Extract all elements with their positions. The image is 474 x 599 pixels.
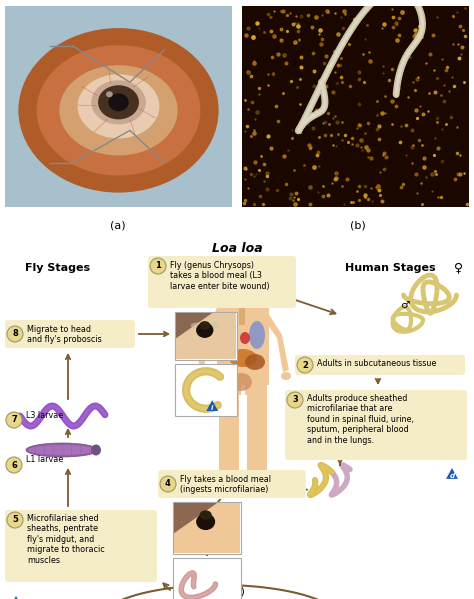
Ellipse shape: [249, 321, 265, 349]
Ellipse shape: [229, 349, 257, 367]
Ellipse shape: [207, 322, 219, 328]
Bar: [239, 295, 245, 325]
Ellipse shape: [191, 322, 203, 328]
Ellipse shape: [245, 354, 265, 370]
Ellipse shape: [281, 372, 291, 380]
Bar: [176, 313, 236, 359]
Circle shape: [297, 357, 313, 373]
Text: (b): (b): [350, 221, 366, 231]
Bar: [175, 312, 237, 360]
Text: Human Stages: Human Stages: [345, 263, 435, 273]
Ellipse shape: [18, 28, 219, 193]
Ellipse shape: [28, 445, 96, 455]
Polygon shape: [446, 468, 458, 479]
Bar: [217, 305, 269, 385]
Circle shape: [150, 258, 166, 274]
Text: 6: 6: [11, 461, 17, 470]
Text: 1: 1: [155, 262, 161, 271]
Ellipse shape: [199, 321, 210, 330]
Text: 2: 2: [302, 361, 308, 370]
Ellipse shape: [200, 510, 212, 520]
Bar: [173, 558, 241, 599]
Ellipse shape: [220, 481, 240, 489]
Polygon shape: [206, 400, 218, 411]
Ellipse shape: [36, 45, 201, 176]
Text: 4: 4: [165, 480, 171, 489]
Text: 7: 7: [11, 416, 17, 425]
Text: Adults produce sheathed
microfilariae that are
found in spinal fluid, urine,
spu: Adults produce sheathed microfilariae th…: [307, 394, 414, 444]
Ellipse shape: [108, 93, 129, 111]
Text: i: i: [211, 405, 213, 411]
Circle shape: [287, 392, 303, 408]
Bar: [173, 502, 241, 554]
Bar: [174, 503, 240, 553]
Ellipse shape: [213, 298, 273, 312]
Ellipse shape: [246, 481, 266, 489]
Text: Loa loa: Loa loa: [212, 241, 262, 255]
Ellipse shape: [91, 80, 146, 125]
FancyBboxPatch shape: [158, 470, 306, 498]
Text: Fly (genus Chrysops)
takes a blood meal (L3
larvae enter bite wound): Fly (genus Chrysops) takes a blood meal …: [170, 261, 270, 291]
Bar: [233, 293, 245, 305]
Bar: [245, 385, 267, 485]
FancyBboxPatch shape: [5, 320, 135, 348]
Text: (a): (a): [110, 221, 126, 231]
Circle shape: [160, 476, 176, 492]
FancyBboxPatch shape: [148, 256, 296, 308]
Text: Microfilariae shed
sheaths, pentrate
fly's midgut, and
migrate to thoracic
muscl: Microfilariae shed sheaths, pentrate fly…: [27, 514, 105, 565]
Text: Migrate to head
and fly's proboscis: Migrate to head and fly's proboscis: [27, 325, 102, 344]
Text: (c): (c): [229, 587, 245, 597]
Polygon shape: [197, 308, 223, 380]
Ellipse shape: [98, 85, 139, 119]
Ellipse shape: [196, 322, 213, 338]
Bar: [219, 385, 241, 485]
Ellipse shape: [230, 373, 252, 391]
Text: ♂: ♂: [401, 300, 410, 310]
Ellipse shape: [228, 265, 256, 295]
Ellipse shape: [91, 444, 101, 455]
Text: d: d: [449, 473, 455, 479]
Polygon shape: [259, 308, 289, 372]
Circle shape: [7, 512, 23, 528]
Circle shape: [6, 457, 22, 473]
Text: L3 larvae: L3 larvae: [26, 412, 63, 420]
Ellipse shape: [59, 65, 178, 156]
Ellipse shape: [237, 262, 255, 274]
Text: 5: 5: [12, 516, 18, 525]
Ellipse shape: [228, 366, 238, 378]
Bar: [239, 395, 247, 490]
Text: 3: 3: [292, 395, 298, 404]
Polygon shape: [174, 503, 217, 533]
Text: 8: 8: [12, 329, 18, 338]
Text: Adults in subcutaneous tissue: Adults in subcutaneous tissue: [317, 359, 437, 368]
Text: L1 larvae: L1 larvae: [26, 455, 63, 464]
Ellipse shape: [240, 332, 250, 344]
Text: Fly Stages: Fly Stages: [26, 263, 91, 273]
Ellipse shape: [26, 443, 98, 457]
Ellipse shape: [196, 513, 215, 530]
Ellipse shape: [195, 380, 205, 388]
Polygon shape: [176, 313, 212, 338]
FancyBboxPatch shape: [295, 355, 465, 375]
Polygon shape: [10, 596, 22, 599]
Ellipse shape: [221, 321, 237, 349]
Bar: [175, 364, 237, 416]
Text: Fly takes a blood meal
(ingests microfilariae): Fly takes a blood meal (ingests microfil…: [180, 475, 271, 494]
Circle shape: [7, 326, 23, 342]
Ellipse shape: [78, 74, 159, 138]
Ellipse shape: [106, 91, 113, 97]
FancyBboxPatch shape: [285, 390, 467, 460]
Text: ♀: ♀: [455, 262, 464, 274]
Circle shape: [6, 412, 22, 428]
FancyBboxPatch shape: [5, 510, 157, 582]
